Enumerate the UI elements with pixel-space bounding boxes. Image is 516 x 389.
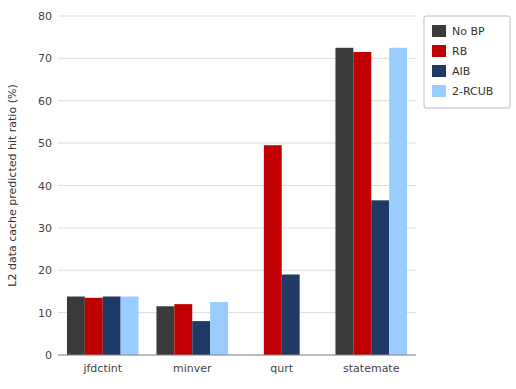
bars xyxy=(67,48,407,355)
x-tick-label: minver xyxy=(173,362,212,375)
grid-line xyxy=(58,16,416,17)
grid xyxy=(58,16,416,355)
y-tick-label: 80 xyxy=(38,10,52,23)
bar xyxy=(192,321,210,355)
bar xyxy=(353,52,371,355)
legend: No BP RB AIB 2-RCUB xyxy=(424,16,510,108)
chart-svg: 0 10 20 30 40 50 60 70 80 L2 data cache predicted… xyxy=(0,0,516,389)
x-tick-label: statemate xyxy=(343,362,400,375)
legend-swatch xyxy=(432,65,446,77)
y-tick-label: 50 xyxy=(38,137,52,150)
bar xyxy=(335,48,353,355)
legend-swatch xyxy=(432,25,446,37)
legend-frame xyxy=(424,16,510,108)
bar xyxy=(371,200,389,355)
bar xyxy=(67,297,85,355)
bar xyxy=(282,274,300,355)
x-axis-line xyxy=(58,355,416,356)
chart-container: 0 10 20 30 40 50 60 70 80 L2 data cache predicted… xyxy=(0,0,516,389)
bar xyxy=(264,145,282,355)
y-tick-label: 10 xyxy=(38,307,52,320)
x-tick-label: jfdctint xyxy=(82,362,122,375)
bar xyxy=(121,297,139,355)
bar xyxy=(103,297,121,355)
y-tick-label: 70 xyxy=(38,52,52,65)
legend-swatch xyxy=(432,45,446,57)
legend-label: RB xyxy=(452,45,467,58)
x-tick-label: qurt xyxy=(270,362,293,375)
y-tick-label: 40 xyxy=(38,180,52,193)
bar xyxy=(174,304,192,355)
y-tick-label: 20 xyxy=(38,264,52,277)
y-axis-label: L2 data cache predicted hit ratio (%) xyxy=(6,84,19,286)
bar xyxy=(156,306,174,355)
y-tick-label: 60 xyxy=(38,95,52,108)
grid-line xyxy=(58,355,416,356)
legend-label: AIB xyxy=(452,65,470,78)
bar xyxy=(389,48,407,355)
legend-swatch xyxy=(432,85,446,97)
y-tick-label: 0 xyxy=(45,349,52,362)
legend-label: No BP xyxy=(452,25,485,38)
y-tick-label: 30 xyxy=(38,222,52,235)
bar xyxy=(210,302,228,355)
legend-label: 2-RCUB xyxy=(452,85,493,98)
bar xyxy=(85,298,103,355)
